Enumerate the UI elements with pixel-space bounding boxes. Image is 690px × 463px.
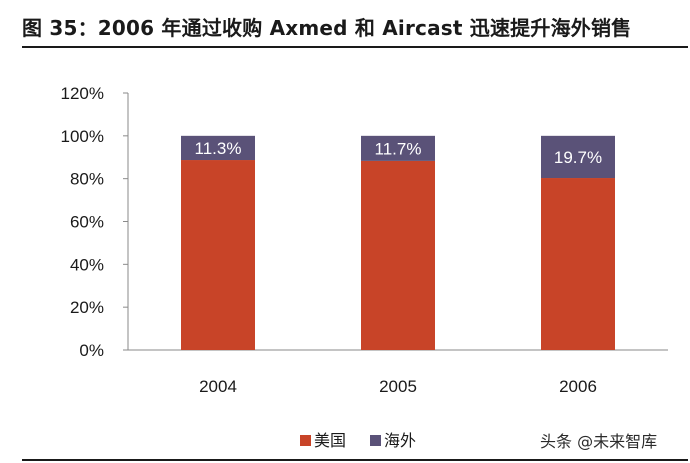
bar-us-2006: [541, 178, 615, 350]
legend-label-overseas: 海外: [384, 431, 416, 450]
y-tick-label: 20%: [70, 298, 104, 317]
y-tick-label: 100%: [61, 127, 104, 146]
figure-title: 图 35：2006 年通过收购 Axmed 和 Aircast 迅速提升海外销售: [22, 16, 632, 40]
data-label-overseas-2005: 11.7%: [375, 139, 422, 158]
bar-overseas-2005: [361, 135, 435, 161]
x-tick-label: 2006: [559, 377, 597, 396]
y-tick-label: 0%: [79, 341, 104, 360]
bar-us-2005: [361, 160, 435, 350]
x-tick-label: 2004: [199, 377, 237, 396]
bar-us-2004: [181, 160, 255, 350]
y-tick-label: 120%: [61, 84, 104, 103]
x-tick-label: 2005: [379, 377, 417, 396]
y-tick-label: 40%: [70, 255, 104, 274]
legend-swatch-overseas: [370, 435, 381, 446]
y-tick-label: 60%: [70, 213, 104, 232]
source-watermark: 头条 @未来智库: [540, 432, 658, 451]
bar-overseas-2006: [541, 135, 615, 179]
y-tick-label: 80%: [70, 170, 104, 189]
bottom-divider: [22, 459, 688, 461]
title-divider: [22, 46, 688, 48]
legend-swatch-us: [300, 435, 311, 446]
figure-header: 图 35：2006 年通过收购 Axmed 和 Aircast 迅速提升海外销售: [0, 0, 690, 48]
data-label-overseas-2004: 11.3%: [195, 139, 242, 158]
data-label-overseas-2006: 19.7%: [554, 148, 602, 167]
legend-label-us: 美国: [314, 431, 346, 450]
bar-overseas-2004: [181, 135, 255, 161]
